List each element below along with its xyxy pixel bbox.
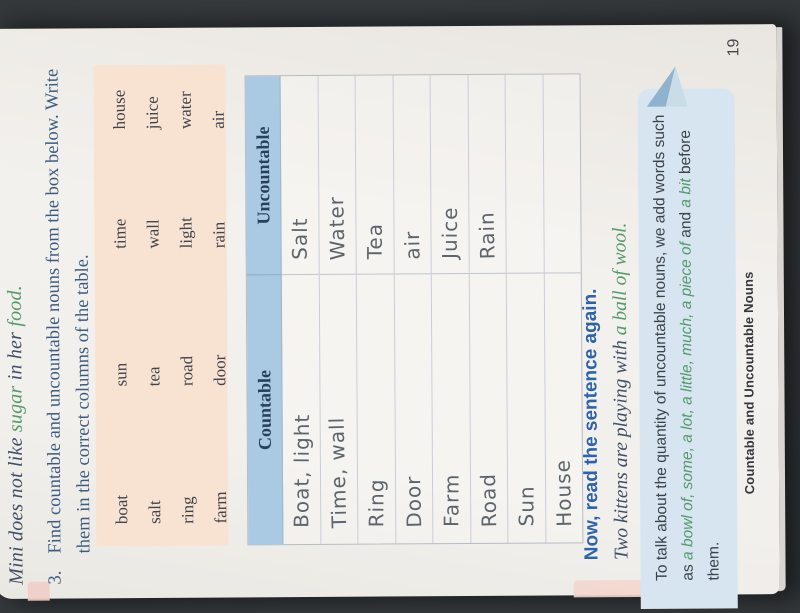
handwritten-entry: Tea xyxy=(362,222,387,260)
word: farm xyxy=(211,491,231,524)
word: air xyxy=(208,110,228,129)
word: wall xyxy=(143,219,163,249)
grammar-note-box: To talk about the quantity of uncountabl… xyxy=(637,88,738,609)
word: ring xyxy=(178,496,198,524)
countable-cell: Road xyxy=(469,274,507,543)
uncountable-cell: Water xyxy=(318,75,356,275)
uncountable-cell: Juice xyxy=(430,75,469,275)
example-sentence-top: Mini does not like sugar in her food. xyxy=(2,285,30,585)
handwritten-entry: Boat, light xyxy=(289,413,315,528)
table-row: House xyxy=(543,74,582,542)
word: rain xyxy=(209,221,229,249)
handwritten-entry: Farm xyxy=(439,473,464,527)
word: water xyxy=(175,91,195,130)
table-row: Farm Juice xyxy=(430,75,471,544)
uncountable-cell: air xyxy=(393,75,431,275)
table-row: Road Rain xyxy=(468,74,509,544)
highlighted-quantity-words: a bowl of, some, a lot, a little, much, … xyxy=(677,242,697,561)
highlighted-word-sugar: sugar xyxy=(4,385,27,433)
table-header-uncountable: Uncountable xyxy=(245,76,281,276)
countable-cell: Sun xyxy=(507,273,545,542)
handwritten-entry: Sun xyxy=(514,485,539,527)
handwritten-entry: Door xyxy=(400,475,426,529)
footer-chapter-label: Countable and Uncountable Nouns xyxy=(740,271,758,495)
word: door xyxy=(210,354,230,386)
word: salt xyxy=(145,500,165,525)
section-heading: Now, read the sentence again. xyxy=(579,288,603,561)
uncountable-cell: Rain xyxy=(468,74,506,274)
page-number: 19 xyxy=(725,38,743,57)
word: boat xyxy=(112,494,132,525)
handwritten-entry: Ring xyxy=(364,478,389,528)
countable-cell: Ring xyxy=(357,274,395,543)
uncountable-cell xyxy=(505,74,544,274)
table-header-row: Countable Uncountable xyxy=(245,76,284,545)
sentence-text: in her xyxy=(4,326,27,386)
word: sun xyxy=(111,362,131,387)
highlighted-word-food: food. xyxy=(3,285,27,327)
countable-cell: Boat, light xyxy=(282,275,320,544)
countable-cell: Door xyxy=(394,274,432,543)
exercise-instruction: 3. Find countable and uncountable nouns … xyxy=(38,69,99,585)
highlighted-quantity-word-a-bit: a bit xyxy=(677,178,695,208)
note-text: and xyxy=(677,207,695,243)
noun-word-box: boat sun time house salt tea wall juice … xyxy=(93,64,230,547)
sentence-text: Two kittens are playing with xyxy=(610,335,633,561)
handwritten-entry: Rain xyxy=(473,210,500,260)
uncountable-cell: Tea xyxy=(355,75,394,275)
uncountable-cell: Salt xyxy=(280,75,319,276)
handwritten-entry: air xyxy=(399,230,425,260)
word: juice xyxy=(142,96,162,130)
handwritten-entry: Salt xyxy=(287,217,312,260)
handwritten-entry: Road xyxy=(475,472,501,528)
table-header-countable: Countable xyxy=(253,369,275,451)
table-row: Boat, light Salt xyxy=(280,75,321,545)
table-row: Time, wall Water xyxy=(318,75,359,544)
word: tea xyxy=(144,366,164,387)
countable-uncountable-table: Countable Uncountable Boat, light Salt T… xyxy=(244,73,584,546)
countable-cell: Time, wall xyxy=(319,275,357,544)
handwritten-entry: Juice xyxy=(437,206,462,259)
uncountable-cell xyxy=(543,74,581,274)
handwritten-entry: Water xyxy=(323,195,350,261)
sentence-text: Mini does not like xyxy=(4,432,28,585)
countable-cell: House xyxy=(544,273,582,542)
table-row: Sun xyxy=(505,74,546,543)
word: road xyxy=(177,355,197,387)
folded-corner-ribbon-icon xyxy=(645,65,695,107)
handwritten-entry: Time, wall xyxy=(323,416,351,529)
book-page: Mini does not like sugar in her food. 3.… xyxy=(0,24,780,609)
table-row: Door air xyxy=(393,75,434,544)
word: time xyxy=(110,218,130,249)
word: house xyxy=(109,89,129,130)
highlighted-phrase-ball-of-wool: a ball of wool. xyxy=(609,222,632,336)
exercise-number: 3. xyxy=(45,570,66,585)
countable-cell: Farm xyxy=(432,274,470,543)
photo-background: Mini does not like sugar in her food. 3.… xyxy=(0,24,782,609)
example-sentence-bottom: Two kittens are playing with a ball of w… xyxy=(609,223,633,561)
handwritten-entry: House xyxy=(550,458,576,528)
instruction-line-1: Find countable and uncountable nouns fro… xyxy=(42,68,66,554)
word: light xyxy=(176,217,196,249)
table-row: Ring Tea xyxy=(355,75,396,544)
